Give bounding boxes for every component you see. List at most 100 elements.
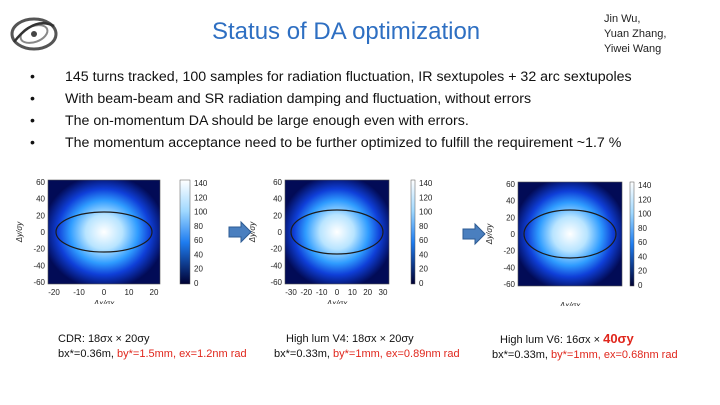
y-tick-label: 40 (506, 197, 515, 206)
colorbar-tick-label: 140 (419, 179, 433, 188)
right-arrow-icon (228, 220, 252, 244)
x-tick-label: 30 (379, 288, 388, 297)
authors: Jin Wu, Yuan Zhang, Yiwei Wang (604, 12, 666, 57)
x-axis-label: Δx/σx (93, 299, 115, 304)
x-tick-label: -20 (301, 288, 313, 297)
y-tick-label: 20 (36, 211, 45, 220)
right-arrow-icon (462, 222, 486, 246)
colorbar-tick-label: 0 (194, 279, 199, 288)
colorbar-tick-label: 20 (419, 265, 428, 274)
bullet-item: The momentum acceptance need to be furth… (30, 132, 720, 154)
colorbar-tick-label: 140 (638, 181, 652, 190)
x-tick-label: 10 (125, 288, 134, 297)
caption-line: bx*=0.36m, by*=1.5mm, ex=1.2nm rad (58, 348, 247, 360)
colorbar (179, 179, 191, 285)
caption-line: CDR: 18σx × 20σy (58, 333, 150, 345)
da-plot-svg: 60 40 20 0 -20 -40 -60 Δy/σy -20 -10 0 10 20 Δx/σx 140… (15, 178, 208, 304)
caption-v6: High lum V6: 16σx × 40σy bx*=0.33m, by*=… (492, 332, 678, 362)
x-tick-label: 0 (335, 288, 340, 297)
y-tick-label: 0 (278, 228, 283, 237)
bullet-item: With beam-beam and SR radiation damping … (30, 88, 720, 110)
y-tick-label: 60 (36, 178, 45, 187)
colorbar-tick-label: 100 (194, 208, 208, 217)
y-tick-label: -20 (270, 245, 282, 254)
x-tick-label: -10 (316, 288, 328, 297)
y-tick-label: -20 (33, 245, 45, 254)
colorbar-tick-label: 80 (419, 222, 428, 231)
y-tick-label: -40 (33, 261, 45, 270)
y-tick-label: -60 (503, 280, 515, 289)
colorbar-tick-label: 60 (194, 236, 203, 245)
colorbar-tick-label: 60 (419, 236, 428, 245)
colorbar-tick-label: 120 (194, 193, 208, 202)
density-map (518, 182, 622, 286)
bullet-item: The on-momentum DA should be large enoug… (30, 110, 720, 132)
caption-line: bx*=0.33m, by*=1mm, ex=0.68nm rad (492, 349, 678, 361)
colorbar-tick-label: 40 (638, 252, 647, 261)
da-boundary (290, 209, 384, 255)
x-tick-label: -10 (73, 288, 85, 297)
y-tick-label: 60 (506, 180, 515, 189)
da-plot-v6: 60 40 20 0 -20 -40 -60 Δy/σy Δx/σx 140 120 100 80 60 4… (484, 178, 684, 306)
bullet-list: 145 turns tracked, 100 samples for radia… (30, 66, 720, 154)
institute-logo-icon (10, 17, 58, 51)
y-tick-label: -40 (270, 261, 282, 270)
colorbar-tick-label: 100 (638, 210, 652, 219)
y-tick-label: -20 (503, 247, 515, 256)
colorbar-tick-label: 0 (419, 279, 424, 288)
author-name: Yuan Zhang, (604, 28, 667, 40)
y-axis-label: Δy/σy (248, 221, 257, 243)
colorbar-tick-label: 60 (638, 238, 647, 247)
y-tick-label: 20 (506, 213, 515, 222)
colorbar-tick-label: 120 (638, 195, 652, 204)
y-tick-label: -60 (33, 278, 45, 287)
y-tick-label: 0 (511, 230, 516, 239)
y-axis-label: Δy/σy (15, 221, 24, 243)
colorbar (410, 179, 416, 285)
plot-frame (284, 179, 390, 285)
plot-frame (517, 181, 623, 287)
x-tick-label: 20 (150, 288, 159, 297)
y-tick-label: 60 (273, 178, 282, 187)
da-boundary (55, 211, 153, 253)
page-title: Status of DA optimization (212, 18, 481, 45)
y-tick-label: -60 (270, 278, 282, 287)
y-tick-label: 20 (273, 211, 282, 220)
author-name: Yiwei Wang (604, 43, 662, 55)
caption-line: bx*=0.33m, by*=1mm, ex=0.89nm rad (274, 348, 460, 360)
colorbar-tick-label: 40 (419, 250, 428, 259)
colorbar-tick-label: 20 (194, 265, 203, 274)
colorbar (629, 181, 635, 287)
x-tick-label: 0 (102, 288, 107, 297)
x-axis-label: Δx/σx (326, 299, 348, 304)
x-tick-label: -20 (48, 288, 60, 297)
da-boundary (523, 209, 617, 259)
caption-cdr: CDR: 18σx × 20σy bx*=0.36m, by*=1.5mm, e… (58, 333, 247, 361)
y-tick-label: 0 (41, 228, 46, 237)
da-plot-cdr: 60 40 20 0 -20 -40 -60 Δy/σy -20 -10 0 10 20 Δx/σx 140… (14, 176, 230, 304)
y-tick-label: -40 (503, 263, 515, 272)
density-map (48, 180, 160, 284)
colorbar-tick-label: 40 (194, 250, 203, 259)
colorbar-tick-label: 120 (419, 193, 433, 202)
density-map (285, 180, 389, 284)
caption-line: High lum V4: 18σx × 20σy (286, 333, 414, 345)
caption-v4: High lum V4: 18σx × 20σy bx*=0.33m, by*=… (274, 333, 460, 361)
colorbar-tick-label: 140 (194, 179, 208, 188)
colorbar-tick-label: 20 (638, 267, 647, 276)
da-plot-v4: 60 40 20 0 -20 -40 -60 Δy/σy -30 -20 -10 0 10 20 30 Δx/… (247, 176, 469, 304)
y-tick-label: 40 (273, 195, 282, 204)
colorbar-tick-label: 100 (419, 208, 433, 217)
x-axis-label: Δx/σx (559, 301, 581, 306)
x-tick-label: -30 (285, 288, 297, 297)
y-tick-label: 40 (36, 195, 45, 204)
colorbar-tick-label: 0 (638, 281, 643, 290)
da-plot-svg: 60 40 20 0 -20 -40 -60 Δy/σy Δx/σx 140 120 100 80 60 4… (485, 180, 652, 306)
colorbar-tick-label: 80 (638, 224, 647, 233)
bullet-item: 145 turns tracked, 100 samples for radia… (30, 66, 720, 88)
y-axis-label: Δy/σy (485, 223, 494, 245)
colorbar-tick-label: 80 (194, 222, 203, 231)
caption-line: High lum V6: 16σx × 40σy (500, 331, 634, 346)
plot-frame (47, 179, 161, 285)
